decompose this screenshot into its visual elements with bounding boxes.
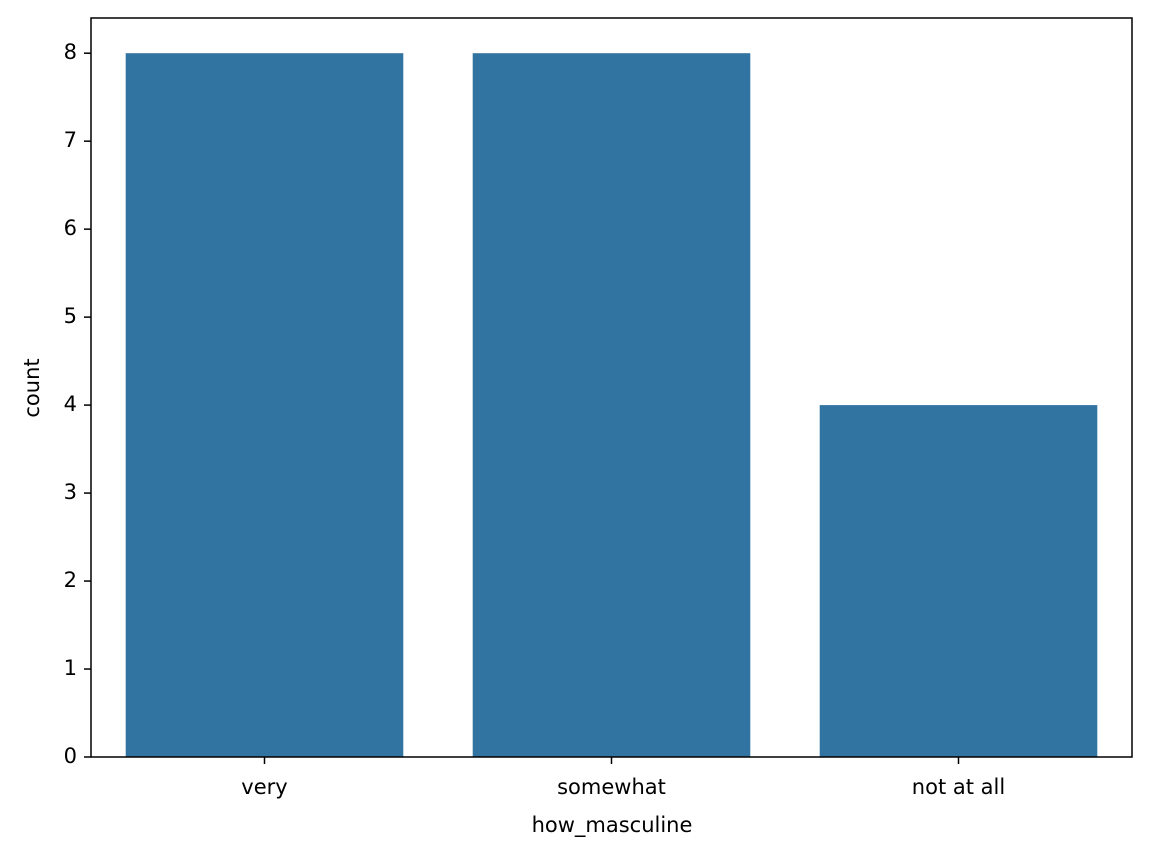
plot-frame <box>90 17 1133 758</box>
y-tick-label: 2 <box>64 568 77 592</box>
y-tick-label: 5 <box>64 304 77 328</box>
y-tick-label: 3 <box>64 480 77 504</box>
y-tick-label: 4 <box>64 392 77 416</box>
y-tick-label: 7 <box>64 128 77 152</box>
x-axis-label: how_masculine <box>532 813 693 838</box>
bar <box>125 53 404 757</box>
y-tick-label: 1 <box>64 656 77 680</box>
y-tick-label: 0 <box>64 744 77 768</box>
x-tick-label: very <box>241 775 287 799</box>
y-axis-label: count <box>20 358 44 417</box>
x-tick-label: somewhat <box>557 775 666 799</box>
bar <box>819 405 1098 757</box>
x-tick-label: not at all <box>912 775 1005 799</box>
y-tick-label: 8 <box>64 40 77 64</box>
bar <box>472 53 751 757</box>
y-tick-label: 6 <box>64 216 77 240</box>
